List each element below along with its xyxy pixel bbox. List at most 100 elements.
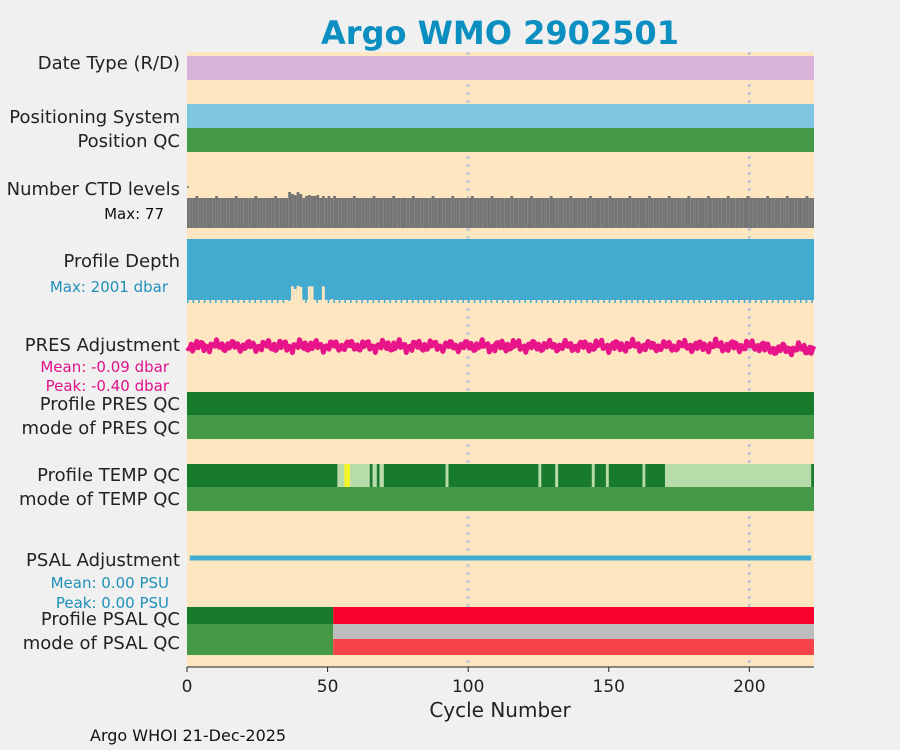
depth-tip (743, 300, 746, 303)
ctd-bar (698, 198, 702, 228)
ctd-bar (336, 198, 339, 228)
depth-tip (203, 300, 206, 303)
depth-tip (305, 300, 307, 303)
temp-qc-segment (538, 464, 542, 487)
ctd-bar (265, 198, 269, 228)
ctd-bar (738, 198, 741, 228)
ctd-bar (220, 198, 224, 228)
depth-tip (383, 300, 386, 303)
ctd-bar (653, 198, 657, 228)
ctd-bar (215, 196, 218, 228)
temp-mode-band (187, 487, 814, 511)
depth-tip (575, 300, 577, 303)
positioning-band (187, 104, 814, 128)
x-axis: 0 50 100 150 200 (182, 666, 814, 697)
ctd-bar (662, 198, 665, 228)
depth-tip (664, 300, 667, 303)
ctd-bar (766, 196, 770, 228)
ctd-bar (774, 198, 778, 228)
ctd-bar (479, 198, 483, 228)
ctd-bar (614, 198, 618, 228)
ctd-bar (313, 196, 317, 228)
ctd-tick (187, 186, 189, 188)
depth-max-label: Max: 2001 dbar (50, 278, 169, 296)
temp-qc-segment (541, 464, 556, 487)
ctd-bar (518, 198, 522, 228)
depth-tip (698, 300, 701, 303)
depth-tip (344, 300, 346, 303)
depth-tip (276, 300, 279, 303)
ctd-bar (535, 198, 539, 228)
depth-tip (468, 300, 470, 303)
ctd-bar (316, 195, 320, 228)
depth-tip (248, 300, 251, 303)
ctd-bar (487, 198, 491, 228)
ctd-bar (560, 198, 564, 228)
depth-tip (766, 300, 768, 303)
temp-qc-segment (605, 464, 609, 487)
ctd-bar (693, 198, 696, 228)
ctd-bar (650, 198, 654, 228)
ctd-bar (248, 198, 252, 228)
depth-tip (676, 300, 678, 303)
ctd-bar (586, 198, 590, 228)
depth-tip (552, 300, 555, 303)
depth-tip (417, 300, 420, 303)
ctd-bar (468, 198, 471, 228)
depth-tip (693, 300, 695, 303)
depth-tip (411, 300, 414, 303)
row-label-depth: Profile Depth (63, 251, 180, 272)
ctd-bar (260, 198, 263, 228)
ctd-bar (760, 198, 764, 228)
ctd-bar (333, 196, 337, 228)
depth-tip (243, 300, 245, 303)
ctd-bar (780, 198, 784, 228)
ctd-bar (291, 194, 294, 228)
ctd-bar (510, 196, 514, 228)
temp-qc-segment (372, 464, 377, 487)
depth-tip (231, 300, 234, 303)
position-qc-band (187, 128, 814, 152)
ctd-bar (206, 198, 210, 228)
row-label-temp-mode: mode of TEMP QC (19, 489, 180, 510)
depth-gap (310, 286, 314, 303)
ctd-bar (237, 198, 241, 228)
depth-tip (395, 300, 397, 303)
depth-tip (619, 300, 622, 303)
depth-tip (754, 300, 757, 303)
temp-qc-segment (555, 464, 559, 487)
ctd-bar (591, 198, 595, 228)
pres-mean-label: Mean: -0.09 dbar (40, 358, 170, 376)
ctd-bar (381, 198, 384, 228)
depth-tip (389, 300, 391, 303)
depth-tip (597, 300, 600, 303)
ctd-bar (285, 198, 289, 228)
ctd-bar (473, 198, 477, 228)
ctd-bar (732, 198, 736, 228)
depth-tip (473, 300, 476, 303)
ctd-bar (566, 198, 570, 228)
depth-tip (558, 300, 560, 303)
ctd-bar (507, 198, 511, 228)
ctd-bar (240, 198, 244, 228)
ctd-bar (355, 198, 359, 228)
ctd-bar (400, 198, 404, 228)
temp-qc-segment (376, 464, 380, 487)
ctd-bar (794, 198, 798, 228)
depth-tip (811, 300, 813, 303)
ctd-bar (445, 198, 449, 228)
ctd-bar (769, 198, 772, 228)
depth-tip (496, 300, 498, 303)
x-tick-label: 50 (317, 677, 339, 697)
ctd-bar (338, 198, 342, 228)
ctd-bar (414, 198, 418, 228)
ctd-bar (310, 196, 314, 228)
ctd-bar (459, 198, 463, 228)
ctd-bar (448, 198, 452, 228)
depth-tip (524, 300, 526, 303)
ctd-bar (454, 198, 457, 228)
ctd-bar (229, 198, 232, 228)
ctd-bar (268, 198, 272, 228)
ctd-bar (344, 198, 348, 228)
temp-qc-segment (187, 464, 338, 487)
